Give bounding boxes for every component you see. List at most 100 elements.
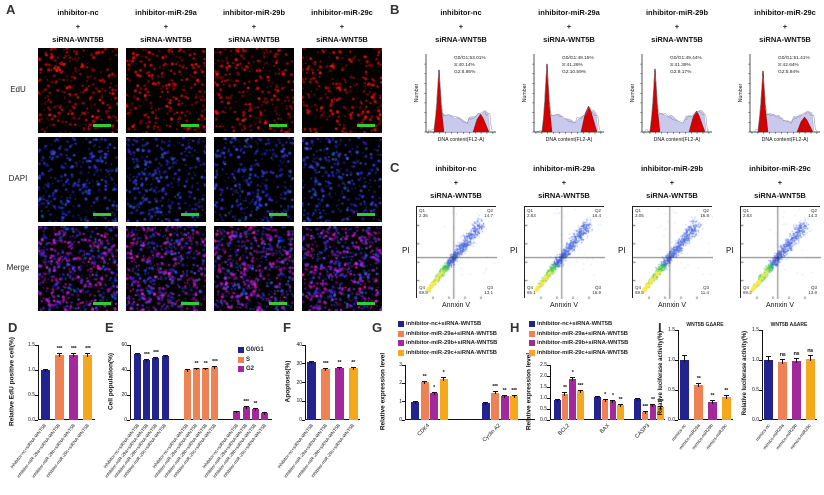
error-bar-cap	[243, 406, 249, 407]
error-bar-cap	[570, 377, 576, 379]
error-bar-stem	[711, 399, 713, 404]
significance-label: **	[194, 360, 199, 367]
y-tick	[35, 369, 38, 371]
panel-h-label: H	[510, 320, 520, 335]
legend-swatch	[398, 349, 404, 356]
hist-xlabel: DNA content(FL2-A)	[654, 137, 701, 143]
error-bar-cap	[56, 353, 62, 354]
bar-G-CDK4-1	[411, 401, 419, 420]
quadrant-value: 15.8	[700, 213, 709, 218]
trace-outline	[751, 75, 818, 133]
significance-label: **	[351, 359, 355, 366]
error-bar-cap	[483, 401, 488, 403]
bar-G-Cyclin A2-4	[510, 395, 518, 420]
error-bar-stem	[652, 403, 654, 407]
bar-I2-1	[764, 360, 774, 420]
y-tick	[759, 329, 762, 331]
legend-label: inhibitor-miR-29c+siRNA-WNT5B	[406, 349, 497, 356]
panel-a-merge-image-3	[214, 226, 294, 311]
hist-ylabel: Number	[414, 84, 420, 103]
significance-label: ns	[779, 352, 786, 359]
quadrant-value: 11.4	[700, 290, 709, 295]
panel-a-merge-image-4	[302, 226, 382, 311]
bar-I1-3	[707, 402, 717, 420]
y-tick	[302, 363, 305, 365]
error-bar-stem	[73, 352, 75, 357]
bar-H-BAX-3	[609, 401, 616, 420]
y-tick-label: 20	[296, 379, 302, 386]
panel-a-merge-image-1	[38, 226, 118, 311]
scale-bar	[269, 213, 287, 216]
bar-H-CASP3-3	[649, 404, 657, 420]
y-tick-label: 1.0	[540, 395, 547, 401]
significance-label: ns	[793, 350, 800, 357]
trace-outline	[427, 72, 494, 133]
panel-c-header-4: inhibitor-miR-29c + siRNA-WNT5B	[728, 162, 824, 203]
legend-swatch	[529, 330, 535, 337]
bar-E-G2-1	[233, 411, 241, 420]
error-bar-cap	[709, 399, 715, 401]
quadrant-label-q2: Q2 16.4	[592, 208, 601, 218]
error-bar-stem	[684, 355, 686, 362]
y-tick	[402, 401, 405, 403]
bar-H-BCL2-4	[577, 391, 584, 420]
legend-item: inhibitor-miR-29c+siRNA-WNT5B	[398, 349, 497, 356]
error-bar-cap	[431, 391, 437, 393]
g1-peak	[649, 68, 661, 133]
error-bar-stem	[596, 395, 598, 399]
y-tick	[547, 375, 550, 377]
panel-c-header-3: inhibitor-miR-29b + siRNA-WNT5B	[620, 162, 724, 203]
quadrant-name: Q1	[527, 208, 534, 213]
quadrant-value: 13.1	[484, 290, 493, 295]
category-label-G-2: Cyclin A2	[481, 422, 502, 444]
panel-a-header-4: inhibitor-miR-29c + siRNA-WNT5B	[290, 6, 394, 47]
treatment-name: inhibitor-miR-29b	[645, 8, 709, 17]
scale-bar	[269, 302, 287, 305]
significance-label: ***	[642, 404, 648, 411]
panel-g-label: G	[372, 320, 383, 335]
error-bar-stem	[236, 410, 238, 414]
error-bar-cap	[412, 400, 418, 402]
quadrant-label-q1: Q1 3.05	[635, 208, 644, 218]
legend-swatch	[529, 340, 535, 346]
bar-E-G0/G1-4	[161, 355, 169, 420]
panel-a-header-1: inhibitor-nc + siRNA-WNT5B	[26, 6, 130, 47]
bar-E-G2-4	[261, 412, 268, 420]
panel-e-label: E	[105, 320, 114, 335]
cycle-stat-line: G2:5.94%	[778, 69, 800, 75]
error-bar-stem	[782, 359, 784, 365]
pi-axis-label: PI	[726, 246, 734, 255]
error-bar-stem	[636, 398, 638, 402]
significance-label: ns	[807, 347, 814, 354]
bar-H-CASP3-2	[641, 412, 649, 420]
y-tick-label: 0.5	[28, 392, 35, 398]
error-bar-stem	[513, 394, 515, 398]
bar-F-3	[334, 367, 344, 420]
error-bar-stem	[137, 352, 138, 356]
error-bar-cap	[252, 407, 258, 409]
panel-f: F 0 10 20 30 40 Apoptosis(%) inhibitor-nc+siRN…	[276, 318, 375, 495]
edu-micrograph	[38, 48, 118, 133]
error-bar-stem	[44, 368, 46, 372]
treatment-name: inhibitor-miR-29b	[640, 164, 704, 173]
cell-cycle-histogram: G0/G1:51.41%S:42.64%G2:5.94% Number DNA co…	[738, 54, 820, 143]
quadrant-value: 13.8	[808, 290, 817, 295]
cycle-stat-line: S:41.39%	[670, 62, 692, 68]
panel-b: B inhibitor-nc + siRNA-WNT5B inhibitor-miR-…	[390, 0, 824, 160]
bar-G-CDK4-2	[420, 382, 429, 420]
sirna-label: siRNA-WNT5B	[435, 35, 487, 44]
quadrant-value: 2.63	[743, 213, 752, 218]
g1-peak	[541, 63, 553, 133]
plus-sign: +	[75, 21, 81, 31]
y-tick	[675, 329, 678, 331]
error-bar-cap	[793, 357, 799, 359]
bar-I1-2	[694, 385, 704, 420]
bar-G-Cyclin A2-1	[481, 402, 490, 420]
error-bar-cap	[594, 395, 600, 397]
legend-label: inhibitor-miR-29b+siRNA-WNT5B	[406, 340, 498, 346]
chart-I2-title: WNT5B AΔARE	[770, 322, 808, 328]
plus-sign: +	[458, 21, 464, 31]
y-tick-label: 1.5	[668, 327, 675, 333]
scale-bar	[181, 302, 199, 305]
error-bar-cap	[262, 412, 267, 414]
